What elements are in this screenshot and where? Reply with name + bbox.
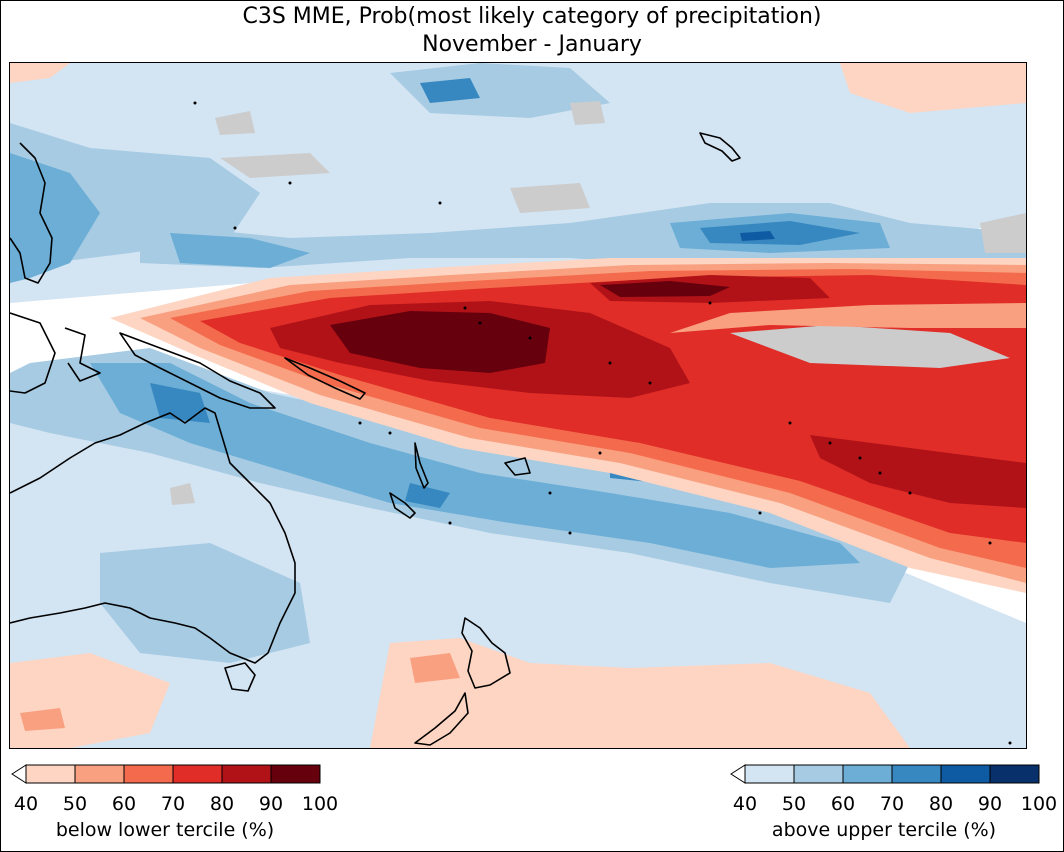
- below-colorbar-tick-label: 100: [301, 793, 339, 815]
- tasmania-coastline: [224, 662, 256, 692]
- above-colorbar-tick-label: 50: [781, 793, 807, 815]
- field-below-40-south: [10, 63, 1026, 748]
- above-colorbar-tick-label: 70: [879, 793, 905, 815]
- below-colorbar-tick-label: 70: [160, 793, 186, 815]
- island-dots: [193, 101, 1012, 745]
- above-colorbar-swatch: [842, 764, 893, 784]
- below-colorbar-tick-label: 40: [13, 793, 39, 815]
- field-above-60-south-band: [90, 363, 860, 568]
- field-above-60-north-west: [10, 153, 100, 283]
- field-above-50-north-top: [390, 63, 610, 118]
- new-caledonia-coastline: [389, 492, 416, 519]
- above-colorbar-swatch: [891, 764, 942, 784]
- philippines-coastline: [10, 142, 53, 284]
- above-colorbar-tick-label: 90: [977, 793, 1003, 815]
- above-colorbar-label: above upper tercile (%): [771, 819, 997, 841]
- solomon-islands-coastline: [284, 357, 366, 400]
- above-colorbar-swatch: [793, 764, 844, 784]
- below-colorbar-swatch: [172, 764, 223, 784]
- above-colorbar-tick-label: 60: [830, 793, 856, 815]
- above-colorbar-tick-label: 40: [732, 793, 758, 815]
- above-colorbar-extend-arrow: [730, 764, 746, 784]
- below-colorbar-tick-label: 80: [209, 793, 235, 815]
- figure-title: C3S MME, Prob(most likely category of pr…: [242, 4, 822, 29]
- below-colorbar-ticks: 40 50 60 70 80 90 100: [12, 793, 338, 815]
- below-colorbar-extend-arrow: [11, 764, 27, 784]
- below-colorbar-swatch: [25, 764, 76, 784]
- below-colorbar-label: below lower tercile (%): [55, 819, 275, 841]
- below-colorbar-swatches: [11, 764, 321, 784]
- above-colorbar-swatch: [989, 764, 1040, 784]
- probability-map: [9, 62, 1027, 749]
- new-guinea-coastline: [119, 332, 276, 409]
- hawaii-coastline: [699, 132, 741, 162]
- map-canvas: [10, 63, 1026, 748]
- fiji-coastline: [504, 457, 531, 476]
- field-above-70-north: [420, 78, 860, 245]
- above-colorbar-tick-label: 100: [1020, 793, 1058, 815]
- below-colorbar-tick-label: 60: [111, 793, 137, 815]
- above-colorbar-swatch: [940, 764, 991, 784]
- above-colorbar-swatch: [744, 764, 795, 784]
- borneo-sulawesi-coastline: [10, 312, 101, 394]
- coastlines: [10, 132, 741, 746]
- above-colorbar-tick-label: 80: [928, 793, 954, 815]
- above-colorbar: [730, 764, 1040, 785]
- field-above-80-north: [740, 231, 775, 241]
- above-colorbar-swatches: [730, 764, 1040, 784]
- new-zealand-north-coastline: [461, 617, 511, 689]
- field-below-90: [330, 281, 730, 373]
- below-colorbar-swatch: [270, 764, 321, 784]
- below-colorbar-swatch: [74, 764, 125, 784]
- below-colorbar-swatch: [123, 764, 174, 784]
- field-below-50-south: [20, 653, 460, 731]
- field-above-50-australia: [100, 543, 310, 663]
- field-below-80-southeast: [810, 435, 1026, 508]
- above-colorbar-ticks: 40 50 60 70 80 90 100: [731, 793, 1057, 815]
- new-zealand-south-coastline: [414, 692, 469, 746]
- field-above-70-south: [150, 383, 670, 508]
- below-colorbar-tick-label: 50: [62, 793, 88, 815]
- field-below-60-inner: [670, 303, 1026, 333]
- below-colorbar: [11, 764, 321, 785]
- below-colorbar-tick-label: 90: [258, 793, 284, 815]
- field-above-60-north-band: [170, 213, 890, 268]
- figure-subtitle: November - January: [422, 32, 642, 57]
- australia-coastline: [10, 407, 296, 664]
- red-tongue: [110, 258, 1026, 593]
- below-colorbar-swatch: [221, 764, 272, 784]
- neutral-inside-tongue: [730, 325, 1010, 368]
- vanuatu-coastline: [414, 442, 429, 489]
